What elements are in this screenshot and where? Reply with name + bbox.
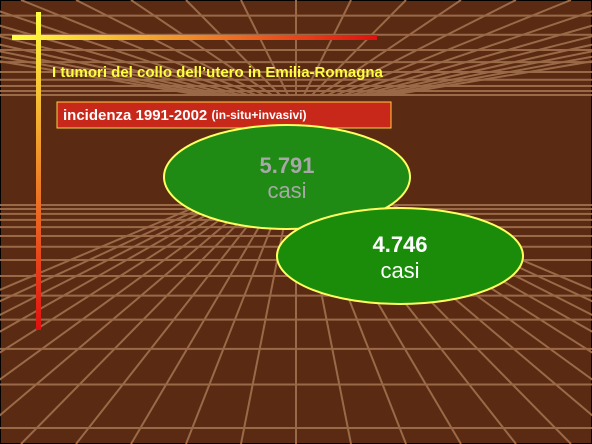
subtitle-note: (in-situ+invasivi) [211,108,306,122]
horizontal-bar [12,35,377,40]
subtitle-main: incidenza 1991-2002 [63,107,207,124]
bubble-label: casi [267,178,306,203]
bubble-value: 4.746 [372,232,427,257]
slide: I tumori del collo dell’utero in Emilia-… [0,0,592,444]
bubble-label: casi [380,258,419,283]
vertical-bar [36,12,41,330]
title: I tumori del collo dell’utero in Emilia-… [52,64,384,81]
bubble-value: 5.791 [259,153,314,178]
subtitle: incidenza 1991-2002 (in-situ+invasivi) [63,107,306,124]
page: I tumori del collo dell’utero in Emilia-… [0,0,592,444]
